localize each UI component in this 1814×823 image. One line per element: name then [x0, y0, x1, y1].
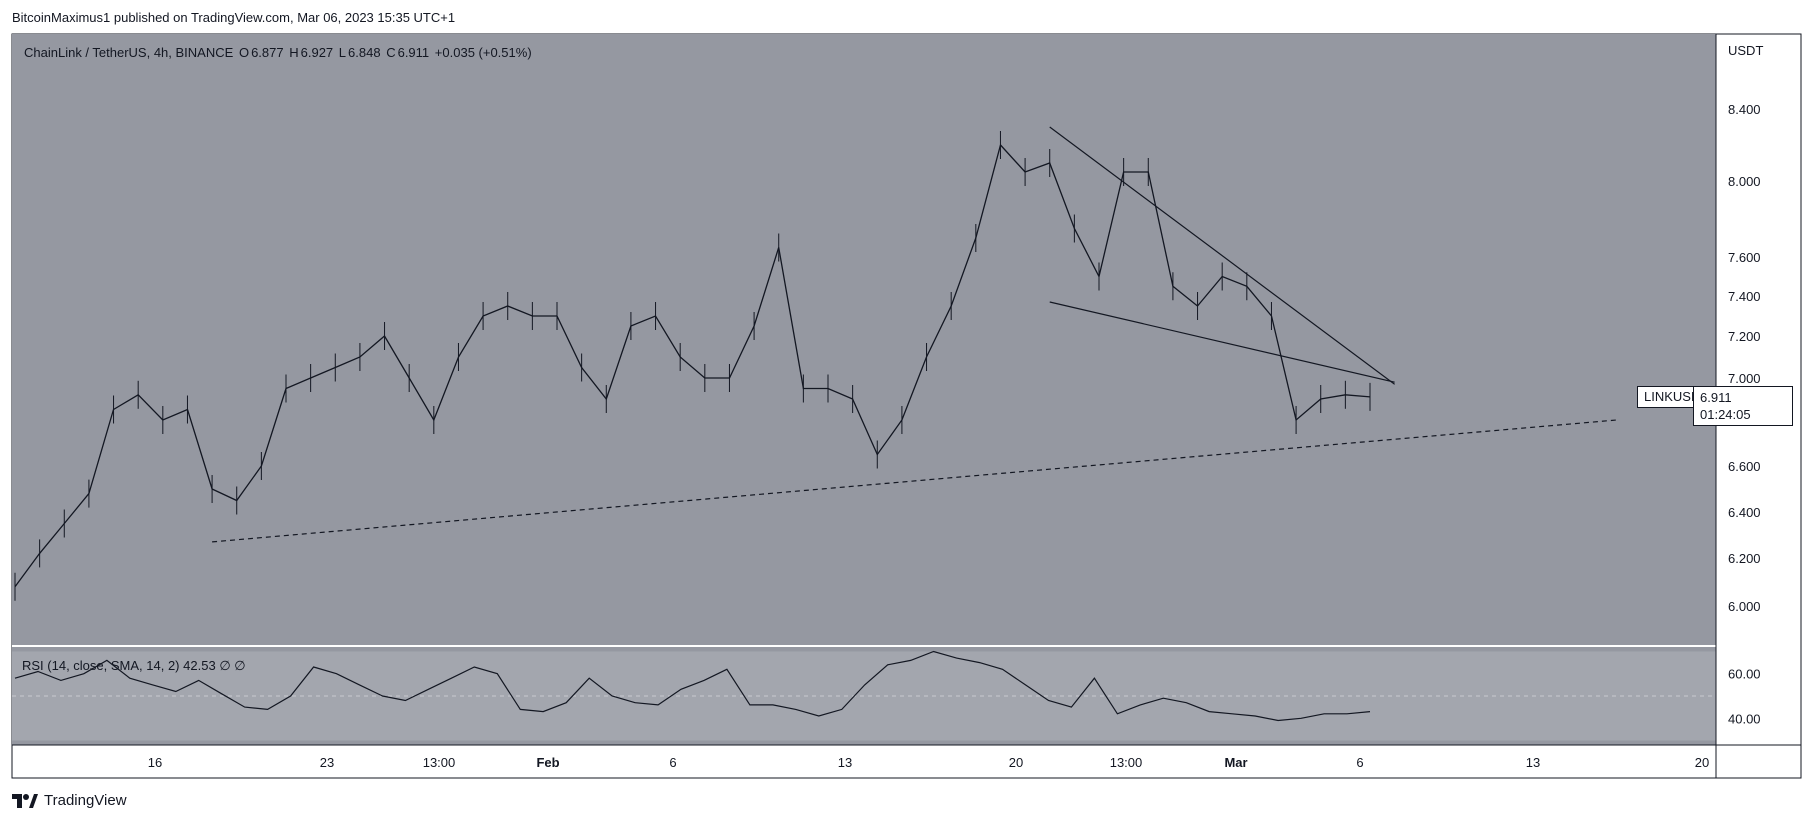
rsi-value: 42.53: [183, 658, 216, 673]
symbol-name: ChainLink / TetherUS, 4h, BINANCE: [24, 45, 234, 60]
time-tick-label: Feb: [536, 755, 559, 770]
price-tick-label: 7.200: [1728, 329, 1761, 344]
open-key: O: [238, 45, 250, 60]
close-key: C: [386, 45, 396, 60]
tradingview-logo-icon: [12, 793, 38, 808]
time-tick-label: 6: [1356, 755, 1363, 770]
time-tick-label: 13:00: [423, 755, 456, 770]
trendline-descending-support: [1049, 301, 1395, 383]
time-tick-label: 16: [148, 755, 162, 770]
high-key: H: [289, 45, 299, 60]
price-panel: [12, 34, 1716, 645]
price-tick-label: 8.400: [1728, 102, 1761, 117]
rsi-tick-label: 40.00: [1728, 711, 1761, 726]
price-tick-label: 6.600: [1728, 459, 1761, 474]
trendline-descending-resistance: [1049, 126, 1395, 385]
price-tick-label: 8.000: [1728, 174, 1761, 189]
time-tick-label: 20: [1009, 755, 1023, 770]
symbol-legend: ChainLink / TetherUS, 4h, BINANCE O 6.877…: [24, 45, 534, 60]
last-price-tag: 6.911 01:24:05: [1693, 386, 1793, 426]
rsi-line: [14, 650, 1371, 722]
price-tick-label: 6.000: [1728, 599, 1761, 614]
rsi-tick-label: 60.00: [1728, 667, 1761, 682]
time-tick-label: 20: [1695, 755, 1709, 770]
low-value: 6.848: [348, 45, 381, 60]
publisher-text: BitcoinMaximus1 published on TradingView…: [12, 10, 456, 25]
rsi-legend: RSI (14, close, SMA, 14, 2) 42.53 ∅ ∅: [22, 658, 246, 674]
bar-countdown: 01:24:05: [1700, 407, 1751, 422]
tradingview-brand[interactable]: TradingView: [12, 792, 127, 809]
time-tick-label: 13: [838, 755, 852, 770]
price-series-line: [14, 143, 1371, 588]
price-tick-label: 7.400: [1728, 289, 1761, 304]
close-value: 6.911: [397, 45, 430, 60]
open-value: 6.877: [251, 45, 284, 60]
low-key: L: [338, 45, 347, 60]
trendline-ascending-support: [212, 419, 1617, 543]
time-tick-label: 13:00: [1110, 755, 1143, 770]
price-tick-label: 6.400: [1728, 505, 1761, 520]
time-tick-label: 13: [1526, 755, 1540, 770]
rsi-extra: ∅ ∅: [219, 658, 246, 673]
change-value: +0.035 (+0.51%): [434, 45, 532, 60]
price-tick-label: 7.600: [1728, 250, 1761, 265]
brand-name: TradingView: [44, 792, 127, 809]
unit-label: USDT: [1728, 43, 1764, 58]
publisher-header: BitcoinMaximus1 published on TradingView…: [12, 10, 455, 25]
last-price: 6.911: [1700, 390, 1732, 405]
time-tick-label: Mar: [1224, 755, 1247, 770]
price-tick-label: 6.200: [1728, 551, 1761, 566]
rsi-label: RSI (14, close, SMA, 14, 2): [22, 658, 180, 673]
high-value: 6.927: [300, 45, 334, 60]
time-tick-label: 6: [669, 755, 676, 770]
price-tick-label: 7.000: [1728, 371, 1761, 386]
time-tick-label: 23: [320, 755, 334, 770]
